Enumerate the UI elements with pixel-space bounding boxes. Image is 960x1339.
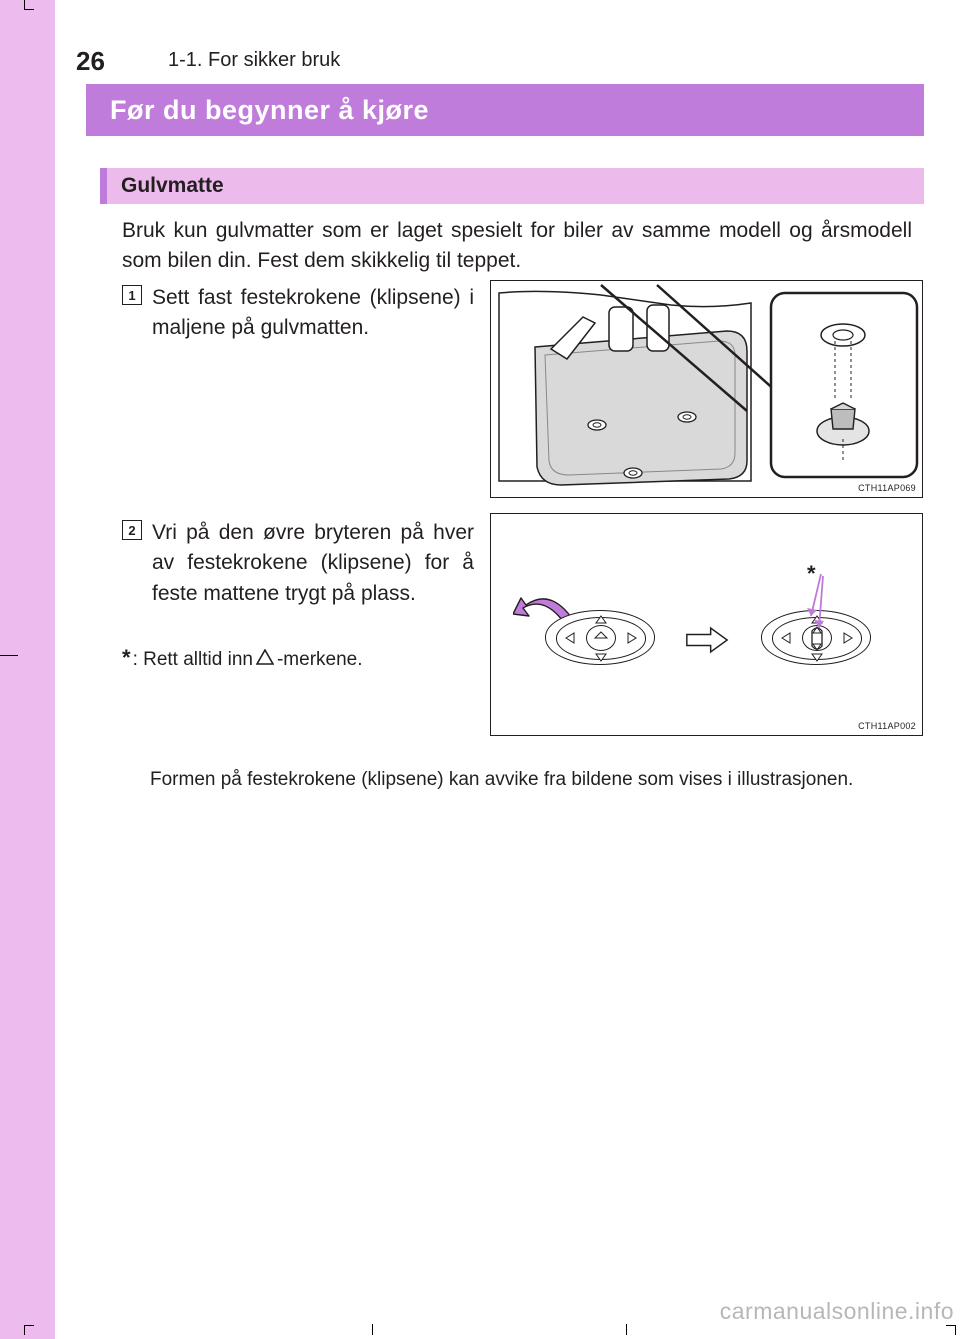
page-title: Før du begynner å kjøre [110, 95, 429, 126]
crop-mark [946, 1325, 956, 1335]
step-text: Sett fast festekrokene (klipsene) i malj… [152, 283, 474, 344]
subhead-text: Gulvmatte [121, 174, 224, 198]
illustration-code: CTH11AP069 [858, 483, 916, 493]
step-number-box: 1 [122, 285, 142, 305]
footnote-prefix: : Rett alltid inn [133, 649, 253, 671]
step-1: 1 Sett fast festekrokene (klipsene) i ma… [122, 283, 474, 344]
left-sidebar [0, 0, 55, 1339]
crop-mark [24, 1325, 34, 1335]
note-paragraph: Formen på festekrokene (klipsene) kan av… [150, 766, 922, 794]
illustration-2: * CTH11AP002 [490, 513, 923, 736]
watermark: carmanualsonline.info [720, 1298, 954, 1325]
illustration-1: CTH11AP069 [490, 280, 923, 498]
footnote: * : Rett alltid inn -merkene. [122, 645, 474, 671]
triangle-icon [256, 649, 274, 671]
page-number: 26 [76, 46, 105, 77]
crop-mark [24, 0, 34, 10]
floor-mat-diagram [491, 281, 924, 499]
step-2: 2 Vri på den øvre bryteren på hver av fe… [122, 518, 474, 609]
crop-mark [372, 1324, 373, 1335]
footnote-suffix: -merkene. [277, 649, 363, 671]
section-label: 1-1. For sikker bruk [168, 49, 340, 72]
illustration-code: CTH11AP002 [858, 721, 916, 731]
crop-mark [626, 1324, 627, 1335]
title-bar: Før du begynner å kjøre [86, 84, 924, 136]
step-text: Vri på den øvre bryteren på hver av fest… [152, 518, 474, 609]
subhead-bar: Gulvmatte [100, 168, 924, 204]
step-number-box: 2 [122, 520, 142, 540]
asterisk-icon: * [122, 645, 131, 671]
intro-paragraph: Bruk kun gulvmatter som er laget spesiel… [122, 216, 912, 277]
pointer-lines [491, 514, 924, 737]
crop-mark [0, 655, 18, 656]
